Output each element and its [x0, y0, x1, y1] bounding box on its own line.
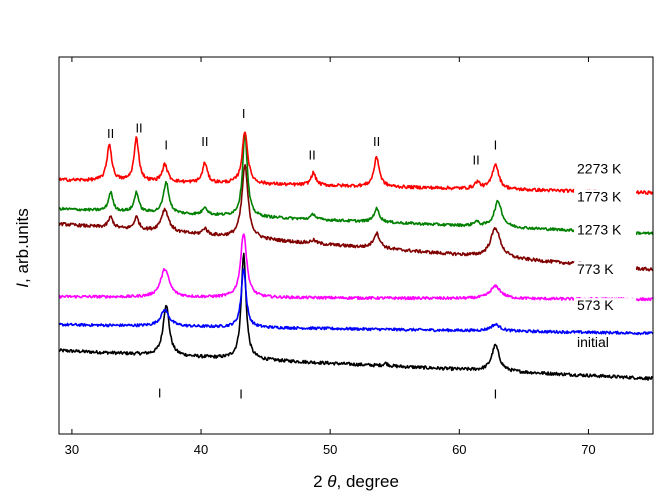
series-label: 2273 K: [577, 160, 622, 176]
series-line-573-k: [58, 268, 654, 336]
x-tick-label: 60: [452, 442, 466, 457]
peak-label: II: [373, 134, 380, 149]
x-tick-label: 30: [65, 442, 79, 457]
series-label-background: [574, 334, 636, 351]
series-label-background: [574, 189, 636, 206]
series-line-1273-k: [58, 164, 654, 272]
peak-label: I: [158, 385, 162, 400]
x-tick-label: 50: [323, 442, 337, 457]
series-label: 1773 K: [577, 188, 622, 204]
peak-label: I: [242, 106, 246, 121]
series-line-773-k: [58, 233, 654, 302]
series-label: 573 K: [577, 297, 614, 313]
series-layer: [58, 131, 654, 381]
series-label-background: [574, 298, 636, 315]
series-line-initial: [58, 252, 654, 381]
peak-label: I: [239, 386, 243, 401]
peak-label: I: [164, 138, 168, 153]
series-label-background: [574, 161, 636, 178]
peak-label: II: [201, 134, 208, 149]
series-label-background: [574, 262, 636, 279]
series-label-background: [574, 222, 636, 239]
peak-label: I: [494, 138, 498, 153]
series-line-1773-k: [58, 133, 654, 236]
series-label: initial: [577, 334, 609, 350]
x-axis-ticks: 30 40 50 60 70: [65, 57, 596, 457]
x-axis-label: 2 θ, degree: [313, 472, 399, 491]
series-line-2273-k: [58, 131, 654, 195]
series-label: 773 K: [577, 261, 614, 277]
peak-label: II: [472, 153, 479, 168]
y-axis-label: I, arb.units: [13, 208, 32, 287]
peak-label: II: [135, 120, 142, 135]
peak-label: II: [308, 147, 315, 162]
x-tick-label: 70: [581, 442, 595, 457]
peak-label: I: [494, 386, 498, 401]
peak-label: II: [107, 126, 114, 141]
series-labels: 2273 K 1773 K 1273 K 773 K 573 K initial: [574, 160, 636, 351]
series-label: 1273 K: [577, 222, 622, 238]
plot-frame: [58, 56, 654, 435]
x-tick-label: 40: [194, 442, 208, 457]
